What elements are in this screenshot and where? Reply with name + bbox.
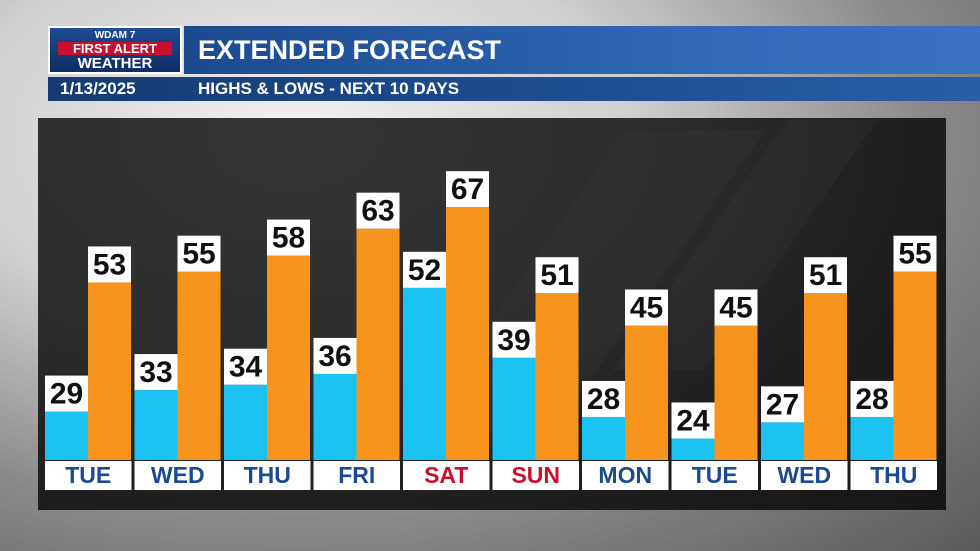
page-title: EXTENDED FORECAST (184, 26, 980, 74)
day-label-box (671, 461, 758, 490)
high-temp-value: 51 (540, 259, 573, 292)
low-temp-value: 39 (497, 324, 530, 357)
high-temp-value: 51 (809, 259, 842, 292)
forecast-bar-chart: TUE 29 53 WED 33 55 THU 34 58 FRI 36 63 SAT 52 67 SUN 39… (45, 171, 937, 490)
day-label: SUN (511, 462, 560, 488)
low-temp-value: 27 (766, 388, 799, 421)
day-label-box (582, 461, 669, 490)
low-temp-bar (313, 373, 357, 460)
low-temp-value: 34 (229, 351, 263, 384)
day-label: TUE (692, 462, 738, 488)
high-temp-bar (177, 271, 221, 460)
high-temp-bar (446, 207, 489, 460)
high-temp-bar (804, 293, 847, 460)
low-temp-value: 28 (855, 383, 888, 416)
high-temp-bar (535, 293, 579, 460)
low-temp-label-box (492, 321, 536, 358)
low-temp-label-box (313, 337, 357, 374)
low-temp-bar (403, 287, 446, 460)
high-temp-value: 55 (898, 238, 931, 271)
day-label: WED (777, 462, 831, 488)
day-label: FRI (338, 462, 375, 488)
station-logo: WDAM 7 FIRST ALERT WEATHER (48, 26, 182, 74)
low-temp-bar (45, 411, 88, 460)
high-temp-label-box (804, 257, 847, 294)
low-temp-value: 36 (318, 340, 351, 373)
day-label-box (492, 461, 579, 490)
low-temp-bar (134, 390, 178, 460)
logo-first-alert: FIRST ALERT (58, 42, 172, 55)
low-temp-value: 33 (139, 356, 172, 389)
low-temp-value: 52 (408, 254, 441, 287)
forecast-date: 1/13/2025 (60, 79, 136, 98)
day-label: THU (244, 462, 291, 488)
low-temp-label-box (403, 251, 446, 288)
day-label: TUE (65, 462, 111, 488)
low-temp-label-box (582, 380, 625, 417)
low-temp-bar (671, 438, 715, 460)
high-temp-label-box (714, 289, 758, 326)
day-label-box (134, 461, 221, 490)
low-temp-bar (761, 422, 804, 460)
logo-station: WDAM 7 (94, 30, 136, 41)
high-temp-label-box (535, 257, 579, 294)
high-temp-label-box (625, 289, 668, 326)
high-temp-label-box (88, 246, 131, 283)
low-temp-label-box (850, 380, 894, 417)
high-temp-bar (625, 325, 668, 460)
high-temp-value: 53 (93, 248, 126, 281)
low-temp-label-box (761, 386, 804, 423)
day-label-box (313, 461, 400, 490)
low-temp-label-box (671, 402, 715, 439)
low-temp-bar (492, 357, 536, 460)
day-label: WED (151, 462, 205, 488)
day-label-box (224, 461, 311, 490)
high-temp-label-box (177, 235, 221, 272)
high-temp-label-box (356, 192, 400, 229)
high-temp-bar (714, 325, 758, 460)
low-temp-value: 24 (676, 404, 710, 437)
day-label: THU (870, 462, 917, 488)
low-temp-label-box (45, 375, 88, 412)
low-temp-label-box (224, 348, 267, 385)
chart-subtitle: HIGHS & LOWS - NEXT 10 DAYS (198, 79, 460, 98)
day-label-box (45, 461, 132, 490)
high-temp-label-box (446, 171, 489, 208)
low-temp-label-box (134, 354, 178, 391)
high-temp-bar (356, 228, 400, 460)
high-temp-bar (893, 271, 937, 460)
high-temp-value: 45 (719, 292, 752, 325)
low-temp-bar (850, 416, 894, 460)
high-temp-bar (88, 282, 131, 460)
high-temp-value: 63 (361, 195, 394, 228)
high-temp-value: 67 (451, 173, 484, 206)
day-label-box (403, 461, 490, 490)
low-temp-bar (224, 384, 267, 460)
low-temp-bar (582, 416, 625, 460)
day-label-box (850, 461, 937, 490)
high-temp-value: 58 (272, 222, 305, 255)
subtitle-bar: 1/13/2025 HIGHS & LOWS - NEXT 10 DAYS (48, 77, 980, 101)
low-temp-value: 29 (50, 378, 83, 411)
logo-weather: WEATHER (77, 55, 153, 72)
high-temp-value: 45 (630, 292, 663, 325)
day-label-box (761, 461, 848, 490)
high-temp-bar (267, 255, 310, 460)
low-temp-value: 28 (587, 383, 620, 416)
high-temp-label-box (267, 219, 310, 256)
high-temp-value: 55 (182, 238, 215, 271)
day-label: MON (598, 462, 652, 488)
day-label: SAT (424, 462, 468, 488)
high-temp-label-box (893, 235, 937, 272)
